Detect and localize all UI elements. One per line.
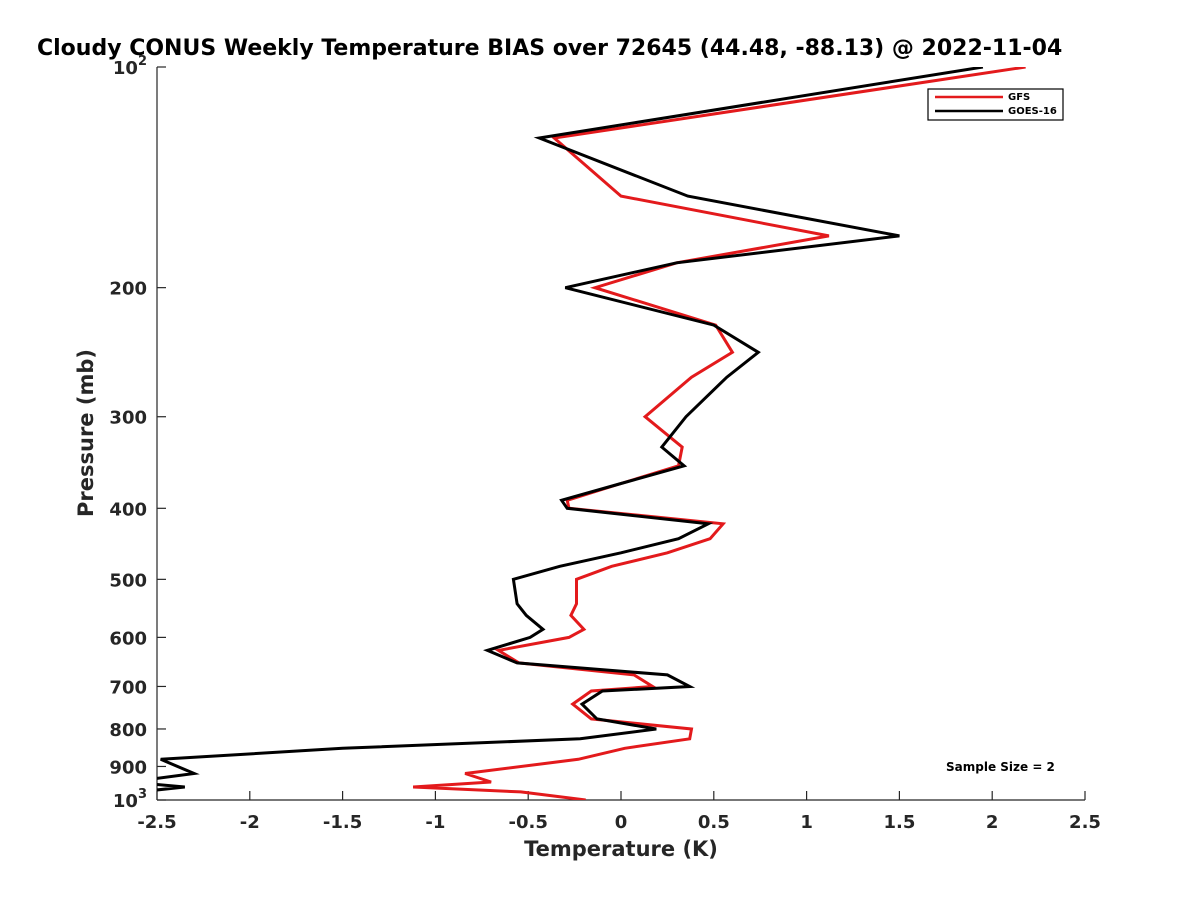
y-tick-label: 600 [109,628,147,649]
y-axis-label: Pressure (mb) [74,349,98,517]
y-tick-label-base: 300 [109,408,147,429]
y-tick-label: 700 [109,677,147,698]
x-tick-label: 2.5 [1069,812,1101,833]
y-tick-label-exponent: 2 [138,54,147,69]
x-tick-label: 1 [800,812,813,833]
y-tick-label-base: 600 [109,628,147,649]
series-layer [157,67,1026,800]
y-tick-label-base: 500 [109,570,147,591]
y-tick-label: 300 [109,408,147,429]
x-tick-label: -0.5 [509,812,548,833]
y-tick-label-base: 200 [109,279,147,300]
x-tick-label: 0.5 [698,812,730,833]
x-axis-label: Temperature (K) [524,837,718,861]
chart-title: Cloudy CONUS Weekly Temperature BIAS ove… [37,36,1062,61]
x-tick-label: -1 [425,812,445,833]
legend-box [927,88,1064,121]
series-line-gfs [413,67,1026,800]
y-tick-label-base: 10 [113,58,138,79]
y-tick-label-base: 400 [109,499,147,520]
y-tick-label-base: 700 [109,677,147,698]
legend-label-gfs: GFS [1008,92,1030,103]
sample-size-annotation: Sample Size = 2 [946,760,1055,774]
x-tick-label: 1.5 [883,812,915,833]
x-tick-label: -2.5 [137,812,176,833]
y-tick-label: 200 [109,279,147,300]
y-tick-label: 800 [109,720,147,741]
y-tick-label-exponent: 3 [138,787,147,802]
x-ticks: -2.5 -2 -1.5 -1 -0.5 0 0.5 1 1.5 2 2.5 [137,791,1101,833]
y-tick-label-base: 900 [109,757,147,778]
y-tick-label: 500 [109,570,147,591]
y-tick-label: 400 [109,499,147,520]
legend: GFS GOES-16 [927,88,1064,121]
x-tick-label: -1.5 [323,812,362,833]
y-tick-label: 900 [109,757,147,778]
x-tick-label: 0 [615,812,628,833]
x-tick-label: -2 [240,812,260,833]
x-tick-label: 2 [986,812,999,833]
y-tick-label-base: 800 [109,720,147,741]
y-tick-label-base: 10 [113,791,138,812]
y-tick-label: 102 [113,54,147,79]
series-line-goes16 [157,67,984,792]
legend-label-goes16: GOES-16 [1008,106,1057,117]
y-tick-label: 103 [113,787,147,812]
